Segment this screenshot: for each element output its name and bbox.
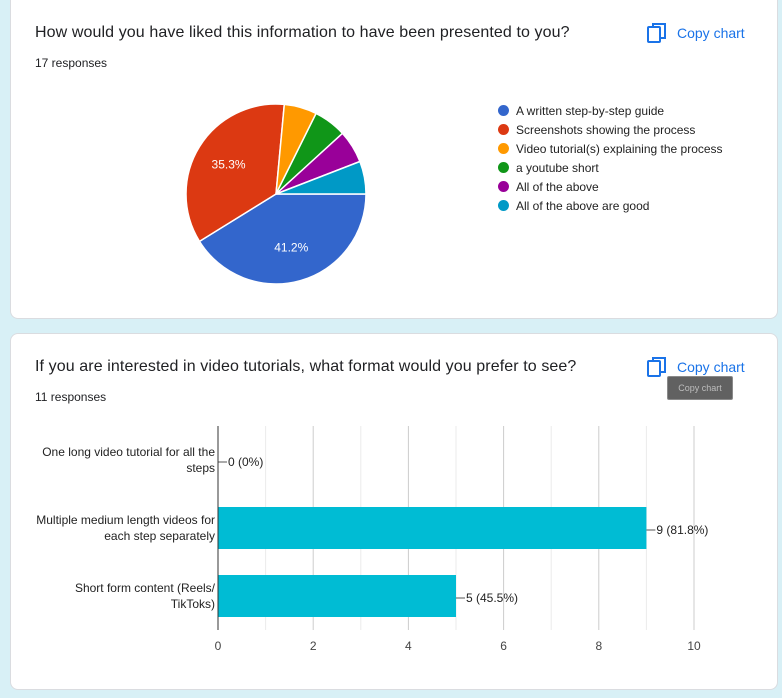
legend-item: Screenshots showing the process (498, 120, 723, 139)
bar-chart: 0 2 4 6 8 10 One long video tutorial for all t… (36, 426, 708, 653)
value-label: 0 (0%) (228, 455, 263, 469)
copy-icon (647, 23, 666, 43)
category-label: One long video tutorial for all the (42, 445, 215, 459)
pie-slice (198, 193, 367, 285)
pie-slice (185, 103, 286, 243)
response-count: 11 responses (35, 390, 107, 404)
pie-chart: 41.2% 35.3% (185, 103, 367, 285)
x-tick-label: 4 (405, 639, 412, 653)
bar (218, 507, 647, 549)
copy-chart-button[interactable]: Copy chart (647, 354, 745, 380)
question-title: How would you have liked this informatio… (35, 24, 570, 41)
bar (218, 575, 456, 617)
copy-chart-button[interactable]: Copy chart (647, 20, 745, 46)
pie-slice-label: 41.2% (274, 241, 308, 255)
legend-label: Screenshots showing the process (516, 122, 696, 137)
x-tick-label: 8 (595, 639, 602, 653)
legend-swatch (498, 181, 509, 192)
x-tick-label: 6 (500, 639, 507, 653)
x-tick-label: 2 (310, 639, 317, 653)
pie-slice (275, 160, 367, 195)
copy-chart-label: Copy chart (677, 25, 745, 41)
legend-item: Video tutorial(s) explaining the process (498, 139, 723, 158)
category-label: Short form content (Reels/ (75, 581, 216, 595)
value-label: 9 (81.8%) (656, 523, 708, 537)
legend-label: All of the above are good (516, 198, 650, 213)
question-title: If you are interested in video tutorials… (35, 358, 577, 375)
copy-icon (647, 357, 666, 377)
legend-swatch (498, 143, 509, 154)
response-count: 17 responses (35, 56, 108, 70)
question-card-2: If you are interested in video tutorials… (10, 333, 778, 690)
category-label: Multiple medium length videos for (36, 513, 215, 527)
legend-item: A written step-by-step guide (498, 101, 723, 120)
legend-swatch (498, 124, 509, 135)
legend-item: a youtube short (498, 158, 723, 177)
legend-label: a youtube short (516, 160, 599, 175)
question-card-1: How would you have liked this informatio… (10, 0, 778, 319)
x-tick-label: 10 (687, 639, 701, 653)
category-label: steps (186, 461, 215, 475)
legend-label: All of the above (516, 179, 599, 194)
x-tick-label: 0 (215, 639, 222, 653)
category-label: each step separately (104, 529, 215, 543)
copy-chart-tooltip: Copy chart (667, 376, 733, 400)
category-label: TikToks) (171, 597, 215, 611)
legend-label: Video tutorial(s) explaining the process (516, 141, 723, 156)
legend-item: All of the above are good (498, 196, 723, 215)
legend-swatch (498, 162, 509, 173)
value-label: 5 (45.5%) (466, 591, 518, 605)
legend-swatch (498, 105, 509, 116)
pie-slice-label: 35.3% (212, 158, 246, 172)
legend-label: A written step-by-step guide (516, 103, 665, 118)
legend-item: All of the above (498, 177, 723, 196)
legend-swatch (498, 200, 509, 211)
pie-legend: A written step-by-step guide Screenshots … (498, 101, 723, 215)
copy-chart-label: Copy chart (677, 359, 745, 375)
